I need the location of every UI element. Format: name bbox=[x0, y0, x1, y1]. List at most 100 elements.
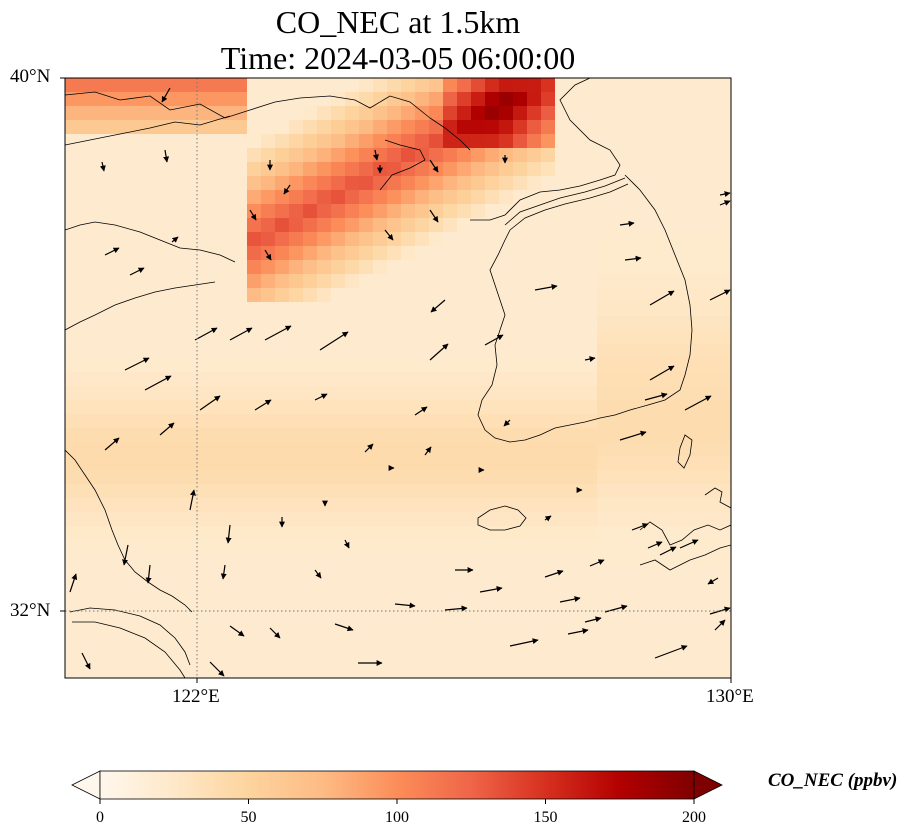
field-cell bbox=[289, 610, 304, 625]
field-cell bbox=[233, 582, 248, 597]
field-cell bbox=[289, 372, 304, 387]
field-cell bbox=[527, 344, 542, 359]
field-cell bbox=[443, 498, 458, 513]
field-cell bbox=[205, 540, 220, 555]
wind-arrow bbox=[372, 149, 379, 161]
field-cell bbox=[401, 106, 416, 121]
field-cell bbox=[177, 190, 192, 205]
field-cell bbox=[387, 498, 402, 513]
field-cell bbox=[93, 260, 108, 275]
field-cell bbox=[135, 302, 150, 317]
field-cell bbox=[65, 582, 80, 597]
field-cell bbox=[331, 134, 346, 149]
field-cell bbox=[401, 568, 416, 583]
field-cell bbox=[303, 190, 318, 205]
field-cell bbox=[513, 428, 528, 443]
field-cell bbox=[597, 540, 612, 555]
field-cell bbox=[639, 414, 654, 429]
field-cell bbox=[135, 288, 150, 303]
field-cell bbox=[513, 246, 528, 261]
field-cell bbox=[303, 470, 318, 485]
field-cell bbox=[303, 218, 318, 233]
field-cell bbox=[233, 232, 248, 247]
field-cell bbox=[569, 218, 584, 233]
field-cell bbox=[373, 106, 388, 121]
field-cell bbox=[681, 624, 696, 639]
field-cell bbox=[65, 274, 80, 289]
field-cell bbox=[429, 638, 444, 653]
field-cell bbox=[233, 568, 248, 583]
field-cell bbox=[261, 218, 276, 233]
field-cell bbox=[723, 400, 731, 415]
field-cell bbox=[387, 78, 402, 93]
field-cell bbox=[695, 176, 710, 191]
field-cell bbox=[79, 148, 94, 163]
field-cell bbox=[247, 596, 262, 611]
field-cell bbox=[527, 442, 542, 457]
field-cell bbox=[457, 484, 472, 499]
field-cell bbox=[597, 512, 612, 527]
field-cell bbox=[247, 148, 262, 163]
field-cell bbox=[583, 246, 598, 261]
field-cell bbox=[93, 624, 108, 639]
field-cell bbox=[429, 274, 444, 289]
field-cell bbox=[513, 302, 528, 317]
field-cell bbox=[149, 484, 164, 499]
field-cell bbox=[135, 400, 150, 415]
field-cell bbox=[191, 568, 206, 583]
field-cell bbox=[695, 666, 710, 678]
field-cell bbox=[205, 120, 220, 135]
field-cell bbox=[317, 526, 332, 541]
field-cell bbox=[639, 512, 654, 527]
field-cell bbox=[639, 554, 654, 569]
field-cell bbox=[79, 344, 94, 359]
field-cell bbox=[653, 106, 668, 121]
field-cell bbox=[219, 190, 234, 205]
field-cell bbox=[499, 120, 514, 135]
field-cell bbox=[177, 316, 192, 331]
field-cell bbox=[233, 554, 248, 569]
field-cell bbox=[443, 596, 458, 611]
field-cell bbox=[499, 512, 514, 527]
field-cell bbox=[667, 498, 682, 513]
field-cell bbox=[513, 232, 528, 247]
wind-arrow bbox=[709, 289, 731, 301]
field-cell bbox=[177, 456, 192, 471]
field-cell bbox=[583, 442, 598, 457]
field-cell bbox=[303, 204, 318, 219]
field-cell bbox=[457, 134, 472, 149]
field-cell bbox=[625, 470, 640, 485]
field-cell bbox=[65, 526, 80, 541]
field-cell bbox=[695, 470, 710, 485]
field-cell bbox=[93, 148, 108, 163]
field-cell bbox=[191, 372, 206, 387]
field-cell bbox=[667, 274, 682, 289]
field-cell bbox=[653, 428, 668, 443]
wind-arrow bbox=[159, 422, 175, 436]
field-cell bbox=[457, 498, 472, 513]
field-cell bbox=[471, 596, 486, 611]
field-cell bbox=[359, 120, 374, 135]
field-cell bbox=[429, 568, 444, 583]
field-cell bbox=[107, 484, 122, 499]
field-cell bbox=[345, 526, 360, 541]
field-cell bbox=[457, 582, 472, 597]
field-cell bbox=[135, 148, 150, 163]
field-cell bbox=[611, 512, 626, 527]
field-cell bbox=[429, 92, 444, 107]
field-cell bbox=[247, 554, 262, 569]
field-cell bbox=[79, 456, 94, 471]
field-cell bbox=[429, 442, 444, 457]
field-cell bbox=[625, 512, 640, 527]
field-cell bbox=[597, 568, 612, 583]
field-cell bbox=[457, 512, 472, 527]
field-cell bbox=[415, 456, 430, 471]
wind-arrow bbox=[394, 602, 416, 609]
field-cell bbox=[163, 386, 178, 401]
field-cell bbox=[93, 484, 108, 499]
field-cell bbox=[65, 428, 80, 443]
field-cell bbox=[499, 498, 514, 513]
field-cell bbox=[121, 302, 136, 317]
map-time: Time: 2024-03-05 06:00:00 bbox=[220, 40, 576, 76]
field-cell bbox=[485, 428, 500, 443]
